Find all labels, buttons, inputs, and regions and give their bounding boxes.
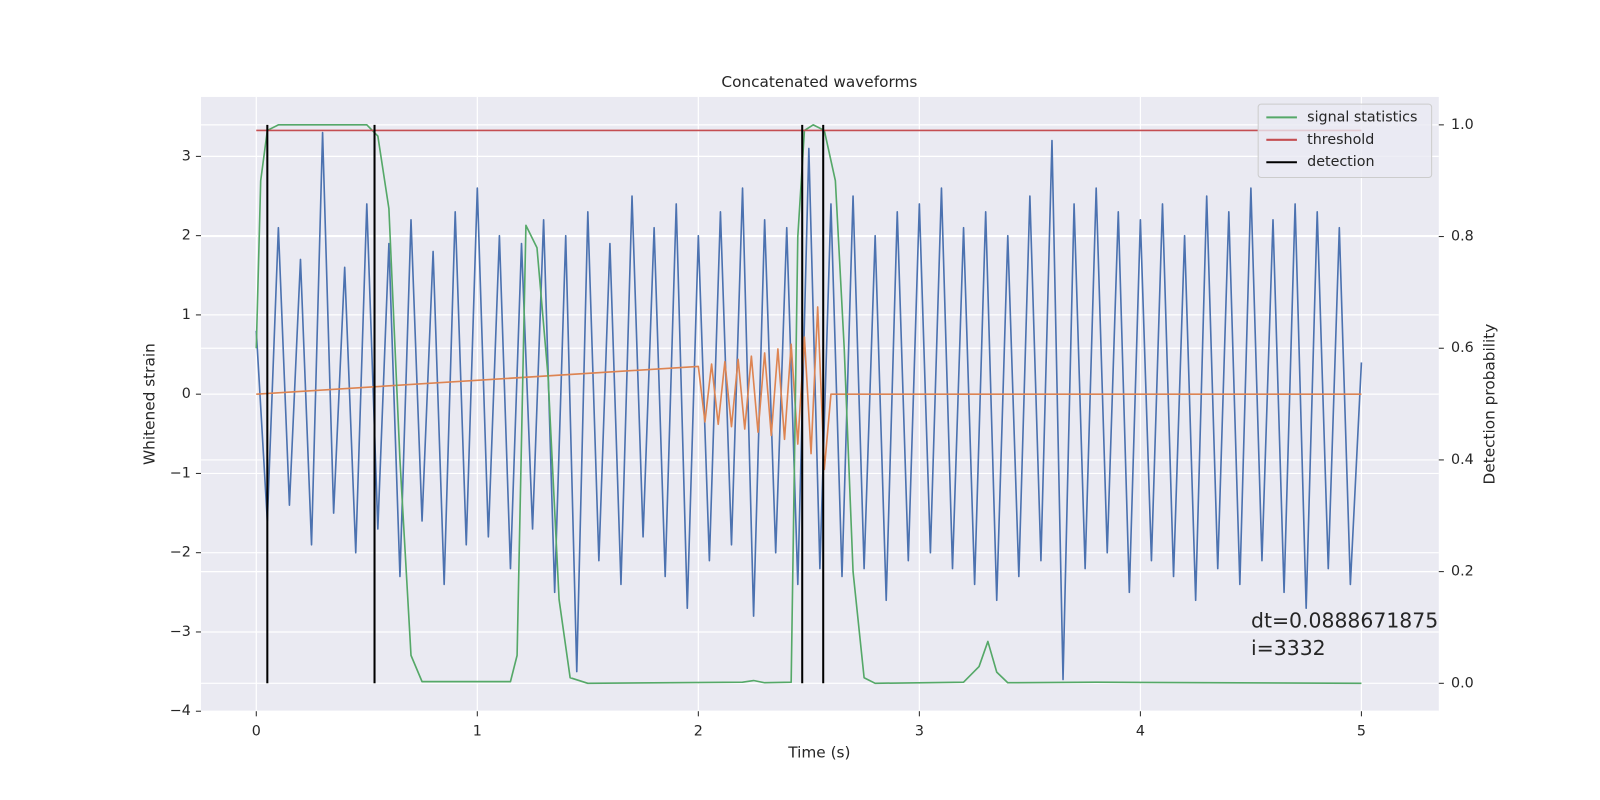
legend-label: detection <box>1307 154 1374 170</box>
series-line <box>256 306 1362 471</box>
chart-title: Concatenated waveforms <box>721 73 917 91</box>
y2-tick-label: 1.0 <box>1451 117 1474 133</box>
x-tick-label: 1 <box>473 724 482 740</box>
y-tick-label: 0 <box>182 386 191 402</box>
legend-label: signal statistics <box>1307 109 1417 125</box>
x-tick-label: 4 <box>1136 724 1145 740</box>
plot-background <box>201 96 1439 712</box>
series-line <box>255 124 1362 685</box>
y-tick-label: −1 <box>170 465 191 481</box>
series-line <box>255 131 1363 681</box>
legend-box <box>1257 103 1433 179</box>
y-tick-label: −3 <box>170 624 191 640</box>
x-tick-label: 2 <box>694 724 703 740</box>
y2-tick-label: 0.4 <box>1451 452 1474 468</box>
y-axis-label: Whitened strain <box>141 343 159 465</box>
x-tick-label: 5 <box>1357 724 1366 740</box>
y2-tick-label: 0.2 <box>1451 564 1474 580</box>
y2-tick-label: 0.8 <box>1451 229 1474 245</box>
y-tick-label: 2 <box>182 228 191 244</box>
y-tick-label: −2 <box>170 545 191 561</box>
x-axis-label: Time (s) <box>787 744 850 762</box>
annotation: dt=0.0888671875 <box>1251 609 1438 633</box>
y-tick-label: 1 <box>182 307 191 323</box>
y2-axis-label: Detection probability <box>1480 324 1498 485</box>
annotation: i=3332 <box>1251 636 1326 660</box>
x-tick-label: 0 <box>252 724 261 740</box>
y-tick-label: −4 <box>170 703 191 719</box>
x-tick-label: 3 <box>915 724 924 740</box>
legend-label: threshold <box>1307 132 1374 148</box>
y2-tick-label: 0.6 <box>1451 340 1474 356</box>
y2-tick-label: 0.0 <box>1451 675 1474 691</box>
y-tick-label: 3 <box>182 148 191 164</box>
